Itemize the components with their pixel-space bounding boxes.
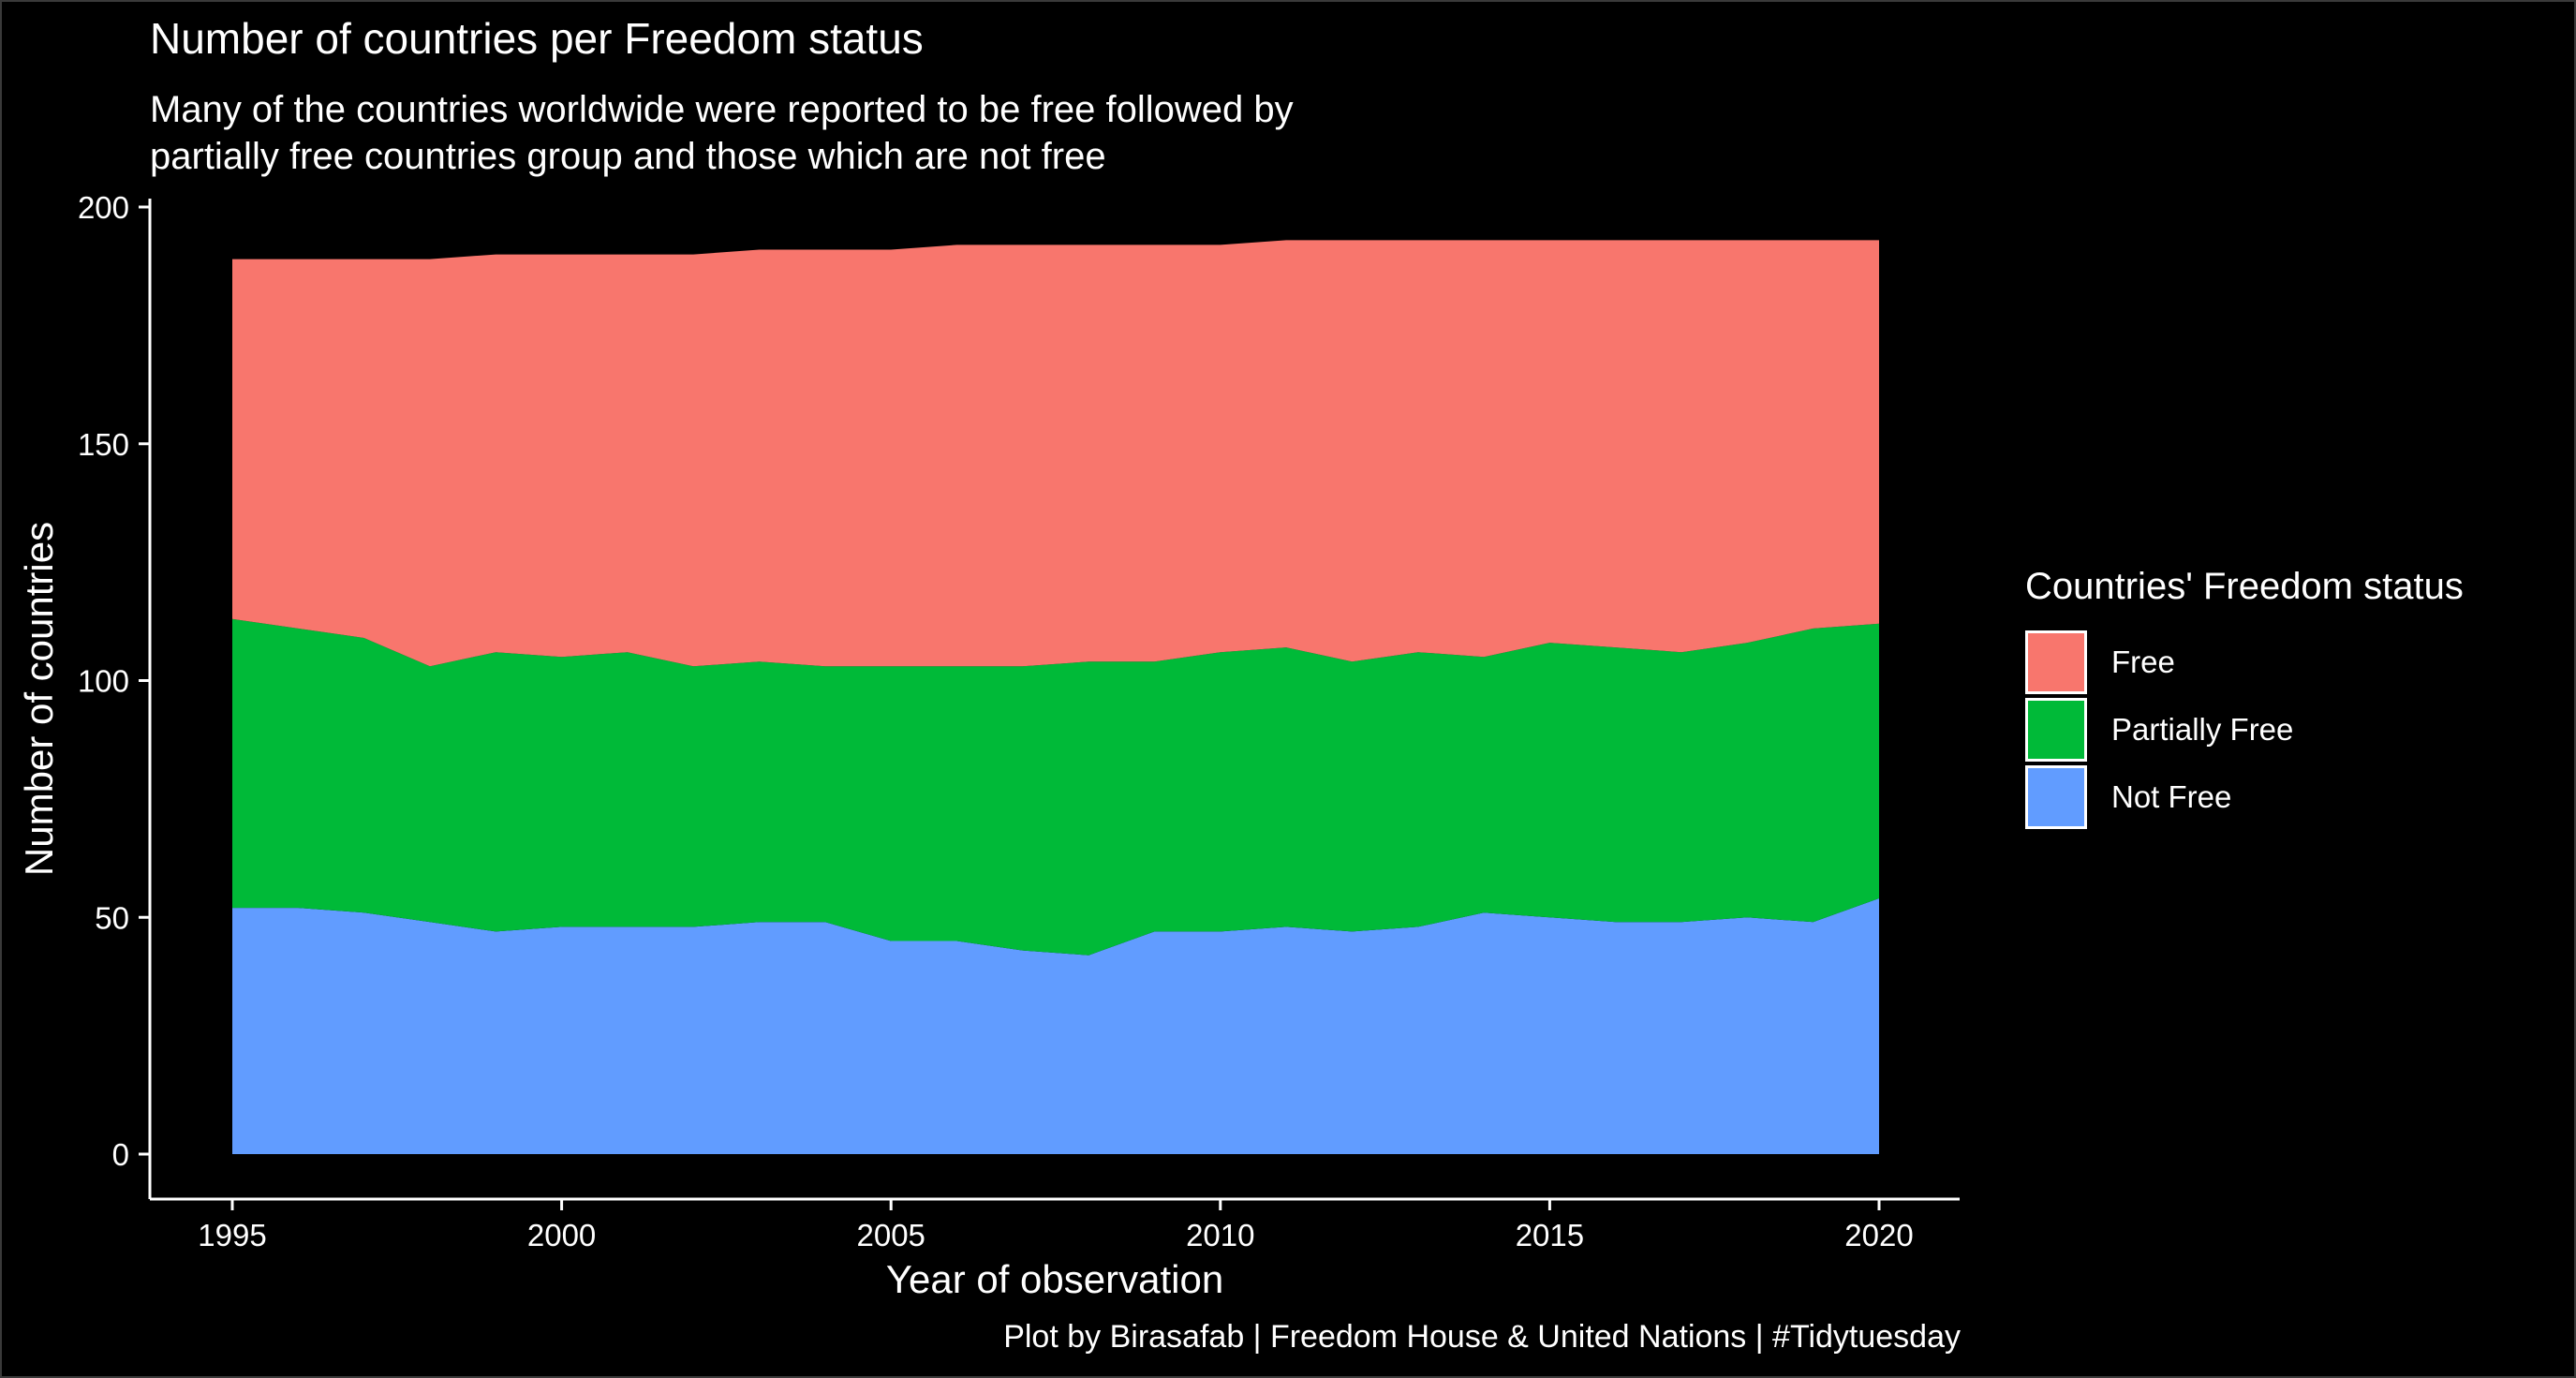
x-tick-label: 2015 (1516, 1218, 1584, 1252)
x-tick-label: 1995 (198, 1218, 266, 1252)
area-not-free (232, 898, 1879, 1154)
y-tick-label: 200 (78, 190, 129, 225)
x-tick-label: 2000 (527, 1218, 596, 1252)
legend-label-not-free: Not Free (2111, 779, 2232, 814)
x-tick-label: 2005 (856, 1218, 925, 1252)
legend-title: Countries' Freedom status (2025, 566, 2464, 607)
y-tick-label: 50 (95, 900, 129, 935)
chart-title: Number of countries per Freedom status (150, 14, 924, 63)
y-axis-title: Number of countries (17, 522, 61, 876)
chart-subtitle: Many of the countries worldwide were rep… (150, 89, 1294, 177)
legend-item-partially-free: Partially Free (2025, 696, 2464, 763)
legend-key-partially-free (2025, 698, 2087, 762)
chart-caption: Plot by Birasafab | Freedom House & Unit… (1003, 1319, 1961, 1355)
x-axis-title: Year of observation (886, 1257, 1223, 1301)
legend: Countries' Freedom status Free Partially… (2025, 566, 2464, 831)
y-tick-label: 0 (112, 1137, 129, 1172)
legend-key-free (2025, 630, 2087, 694)
x-tick-label: 2020 (1844, 1218, 1913, 1252)
legend-label-free: Free (2111, 645, 2175, 679)
x-tick-label: 2010 (1186, 1218, 1254, 1252)
area-partially-free (232, 618, 1879, 956)
legend-item-free: Free (2025, 629, 2464, 696)
area-free (232, 240, 1879, 667)
y-tick-label: 100 (78, 664, 129, 699)
legend-key-not-free (2025, 765, 2087, 829)
legend-label-partially-free: Partially Free (2111, 712, 2294, 747)
legend-item-not-free: Not Free (2025, 763, 2464, 831)
y-tick-label: 150 (78, 427, 129, 462)
